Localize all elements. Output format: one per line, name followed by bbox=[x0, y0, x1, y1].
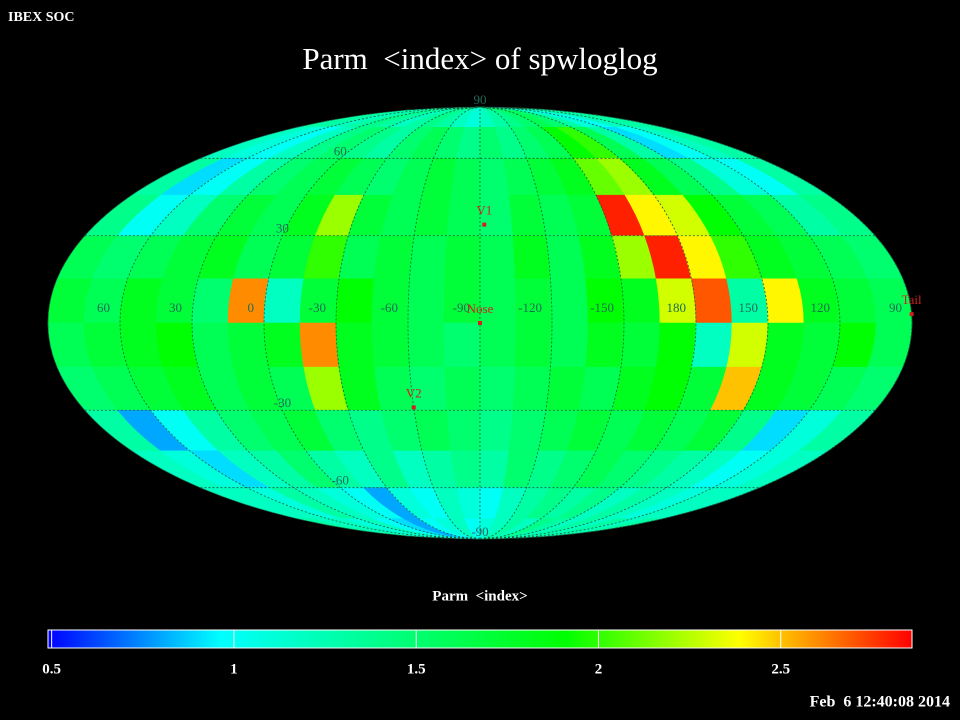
heatmap-cell bbox=[227, 322, 269, 368]
heatmap-cell bbox=[191, 322, 234, 368]
heatmap-cell bbox=[691, 278, 733, 324]
heatmap-cell bbox=[550, 322, 589, 368]
lon-tick-label: 90 bbox=[889, 300, 902, 315]
lat-tick-label: -30 bbox=[274, 395, 291, 410]
heatmap-cell bbox=[691, 322, 733, 368]
heatmap-cell bbox=[335, 278, 375, 324]
meridian bbox=[479, 106, 769, 540]
heatmap-cell bbox=[550, 278, 589, 324]
lon-tick-label: -150 bbox=[590, 300, 614, 315]
lon-tick-label: -90 bbox=[453, 300, 470, 315]
markers: V1 Nose V2 Tail bbox=[406, 203, 922, 410]
heatmap-cell bbox=[620, 278, 661, 324]
heatmap-cell bbox=[479, 235, 516, 280]
heatmap-cell bbox=[479, 366, 516, 411]
lat-tick-label: 60 bbox=[334, 143, 347, 158]
timestamp: Feb 6 12:40:08 2014 bbox=[810, 694, 950, 711]
map-outline bbox=[47, 106, 913, 540]
heatmap bbox=[47, 106, 913, 540]
heatmap-cell bbox=[299, 322, 340, 368]
heatmap-cell bbox=[545, 235, 587, 280]
lon-tick-label: 180 bbox=[667, 300, 687, 315]
colorbar-tick-label: 0.5 bbox=[42, 661, 61, 677]
lon-tick-label: 30 bbox=[169, 300, 182, 315]
heatmap-cell bbox=[514, 322, 553, 368]
lon-tick-label: 150 bbox=[739, 300, 759, 315]
lon-tick-label: -120 bbox=[518, 300, 542, 315]
colorbar-gradient bbox=[47, 629, 913, 649]
colorbar: 0.5 1 1.5 2 2.5 bbox=[42, 629, 913, 677]
heatmap-cell bbox=[512, 366, 551, 411]
heatmap-cell bbox=[446, 194, 481, 237]
heatmap-cell bbox=[761, 322, 805, 368]
heatmap-cell bbox=[444, 235, 481, 280]
heatmap-cell bbox=[263, 322, 305, 368]
marker-dot bbox=[411, 405, 416, 410]
heatmap-cell bbox=[479, 409, 514, 452]
lon-tick-label: -30 bbox=[309, 300, 326, 315]
heatmap-cell bbox=[443, 322, 481, 368]
lon-tick-label: -60 bbox=[381, 300, 398, 315]
marker-label: V2 bbox=[406, 385, 422, 400]
marker-label: Tail bbox=[902, 292, 922, 307]
chart-title: Parm <index> of spwloglog bbox=[302, 41, 657, 76]
lat-tick-label: -90 bbox=[471, 524, 488, 539]
marker-dot bbox=[478, 321, 482, 325]
colorbar-tick-label: 1.5 bbox=[407, 661, 426, 677]
heatmap-cell bbox=[655, 322, 697, 368]
colorbar-tick-label: 2 bbox=[595, 661, 603, 677]
lon-tick-label: 60 bbox=[97, 300, 110, 315]
meridian bbox=[479, 106, 553, 540]
heatmap-cell bbox=[446, 409, 481, 452]
lon-tick-label: 0 bbox=[248, 300, 255, 315]
heatmap-cell bbox=[407, 322, 446, 368]
heatmap-cell bbox=[371, 322, 410, 368]
heatmap-cell bbox=[620, 322, 661, 368]
meridian bbox=[119, 106, 481, 540]
heatmap-cell bbox=[479, 322, 517, 368]
marker-label: Nose bbox=[467, 301, 494, 316]
lat-tick-label: -60 bbox=[332, 473, 349, 488]
heatmap-cell bbox=[191, 278, 234, 324]
heatmap-cell bbox=[263, 278, 305, 324]
lon-tick-label: 120 bbox=[811, 300, 831, 315]
header: IBEX SOC bbox=[8, 10, 75, 25]
marker-dot bbox=[482, 222, 487, 227]
heatmap-cell bbox=[335, 322, 375, 368]
heatmap-cell bbox=[796, 322, 841, 368]
heatmap-cell bbox=[373, 235, 415, 280]
lat-tick-label: 30 bbox=[276, 221, 289, 236]
heatmap-cell bbox=[545, 366, 587, 411]
colorbar-label: Parm <index> bbox=[432, 588, 527, 604]
lat-tick-label: 90 bbox=[474, 92, 487, 107]
heatmap-cell bbox=[585, 322, 625, 368]
marker-label: V1 bbox=[476, 203, 492, 218]
marker-dot bbox=[909, 312, 914, 317]
colorbar-tick-label: 1 bbox=[230, 661, 238, 677]
heatmap-cell bbox=[407, 278, 446, 324]
heatmap-cell bbox=[726, 322, 769, 368]
heatmap-cell bbox=[444, 366, 481, 411]
heatmap-cell bbox=[155, 322, 199, 368]
heatmap-cell bbox=[512, 235, 551, 280]
meridian bbox=[335, 106, 481, 540]
colorbar-tick-label: 2.5 bbox=[771, 661, 790, 677]
meridian bbox=[191, 106, 481, 540]
heatmap-cell bbox=[409, 235, 448, 280]
graticule-labels: 60 30 0 -30 -60 -90 -120 -150 180 150 120 90 90 60 30 -… bbox=[97, 92, 902, 539]
